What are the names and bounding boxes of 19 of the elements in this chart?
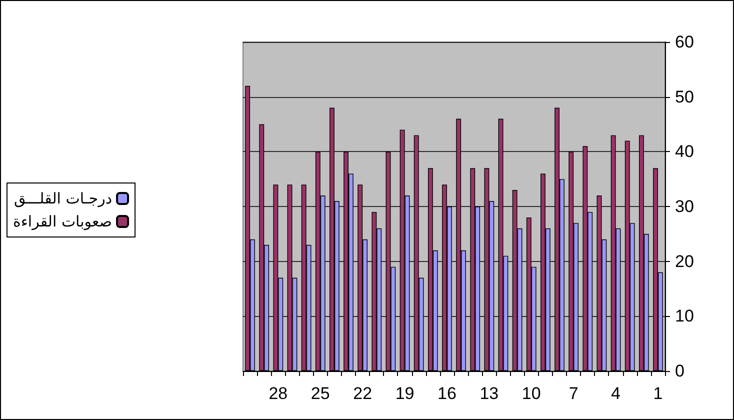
x-tick-label: 28: [268, 384, 288, 403]
x-tick-label: 25: [310, 384, 330, 403]
legend-label: صعوبات القراءة: [12, 212, 112, 230]
x-tick-label: 19: [395, 384, 414, 403]
y-tick-label: 20: [675, 252, 694, 271]
y-tick-label: 30: [675, 197, 694, 216]
x-tick-label: 13: [480, 384, 499, 403]
x-tick-label: 4: [611, 384, 620, 403]
x-tick-label: 16: [438, 384, 456, 403]
x-tick-label: 7: [568, 384, 578, 403]
x-tick-label: 22: [353, 384, 372, 403]
y-tick-label: 60: [675, 32, 694, 52]
x-tick-label: 10: [522, 384, 541, 403]
y-tick-label: 0: [675, 362, 684, 380]
y-tick-label: 10: [675, 306, 694, 326]
x-tick-label: 1: [653, 384, 663, 403]
legend-label: درجـات القلـــق: [14, 190, 112, 208]
y-tick-label: 40: [675, 142, 694, 162]
y-tick-label: 50: [675, 87, 694, 106]
